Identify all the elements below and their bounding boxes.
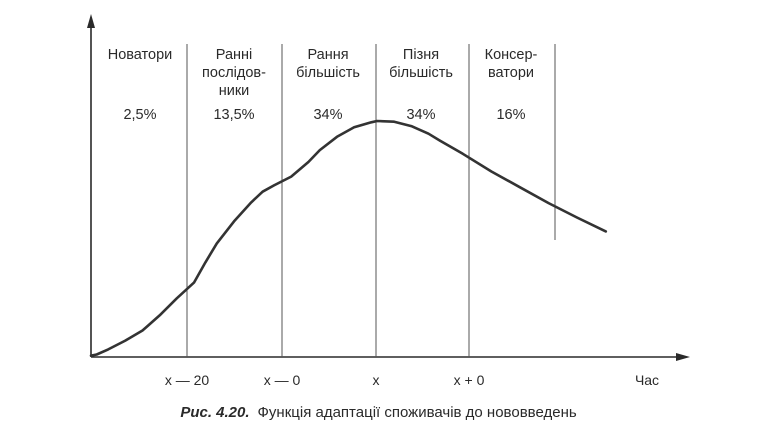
x-axis-arrow	[676, 353, 690, 361]
axes	[87, 14, 690, 361]
segment-label: Рання	[307, 47, 348, 63]
x-tick-label: x — 20	[165, 372, 210, 388]
segment-share: 13,5%	[213, 107, 254, 123]
figure-caption: Рис. 4.20. Функція адаптації споживачів д…	[0, 404, 757, 421]
segment-label: більшість	[389, 65, 453, 81]
segment-share: 16%	[496, 107, 525, 123]
segment-label: Пізня	[403, 47, 439, 63]
adoption-curve-line	[89, 119, 608, 357]
segment-label: ватори	[488, 65, 534, 81]
segment-label: Ранні	[216, 47, 253, 63]
segment-label: більшість	[296, 65, 360, 81]
x-tick-labels: x — 20 x — 0 x x + 0	[165, 372, 485, 388]
x-tick-label: x	[373, 372, 380, 388]
y-axis-arrow	[87, 14, 95, 28]
segment-label: послідов-	[202, 65, 266, 81]
figure-number: Рис. 4.20.	[180, 404, 250, 421]
segment-share: 34%	[313, 107, 342, 123]
segment-share: 2,5%	[123, 107, 156, 123]
adoption-curve	[89, 119, 608, 357]
segment-label: Консер-	[485, 47, 538, 63]
x-axis-label: Час	[635, 372, 659, 388]
segment-labels: Новатори 2,5% Ранні послідов-ники 13,5% Рання…	[108, 47, 538, 123]
x-tick-label: x + 0	[454, 372, 485, 388]
segment-share: 34%	[406, 107, 435, 123]
x-tick-label: x — 0	[264, 372, 301, 388]
figure-caption-text: Функція адаптації споживачів до нововвед…	[257, 404, 577, 421]
segment-label: Новатори	[108, 47, 173, 63]
segment-label: ники	[219, 83, 250, 99]
